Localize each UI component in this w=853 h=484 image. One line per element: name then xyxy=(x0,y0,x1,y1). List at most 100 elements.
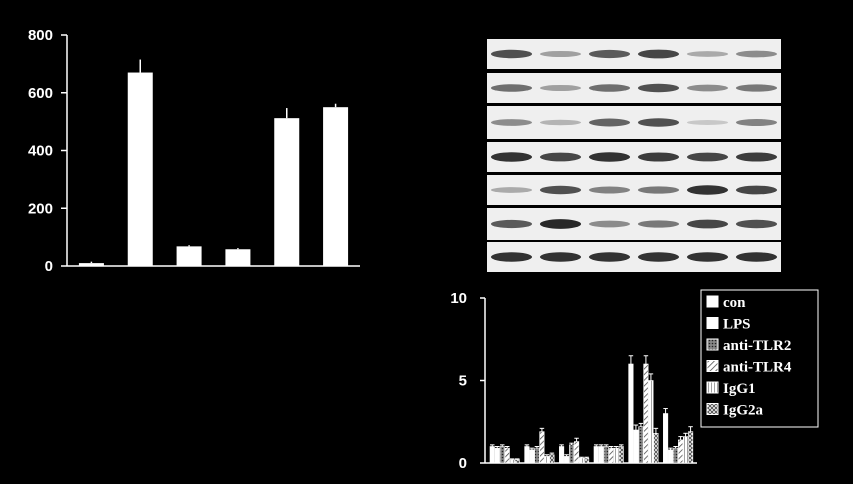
bar-anti-TLR2 xyxy=(638,426,644,464)
legend-label: IgG2a xyxy=(723,403,764,419)
bar-anti-TLR2 xyxy=(673,447,679,464)
legend-swatch xyxy=(706,317,719,329)
grouped-bar-chart: 0 5 10 xyxy=(450,290,697,472)
bar-anti-TLR2 xyxy=(569,444,575,464)
blot-band xyxy=(637,252,680,262)
bar xyxy=(323,107,349,266)
blot-band xyxy=(735,185,778,195)
blot-band xyxy=(490,152,533,162)
bar-IgG1 xyxy=(683,436,689,464)
legend-swatch xyxy=(706,295,719,308)
blot-band xyxy=(637,152,680,162)
bar-IgG2a xyxy=(549,454,555,464)
bar-IgG1 xyxy=(648,380,654,464)
blot-band xyxy=(539,185,582,195)
y-tick-label: 200 xyxy=(28,200,53,217)
bar-anti-TLR4 xyxy=(608,447,614,464)
bar-anti-TLR2 xyxy=(603,446,609,464)
bar xyxy=(78,263,104,266)
bar-IgG2a xyxy=(584,457,590,464)
legend-box xyxy=(700,289,819,428)
bar-anti-TLR4 xyxy=(678,439,684,464)
legend-swatch xyxy=(706,338,719,351)
bar-LPS xyxy=(633,429,639,464)
legend-label: con xyxy=(723,295,746,311)
blot-band xyxy=(490,49,533,59)
bar-IgG1 xyxy=(544,456,550,464)
bar xyxy=(225,249,251,266)
legend-swatch xyxy=(706,360,719,372)
bar-con xyxy=(663,413,669,464)
bar-IgG1 xyxy=(509,459,515,464)
blot-band xyxy=(490,252,533,262)
bar-con xyxy=(628,363,634,464)
blot-band xyxy=(686,120,729,125)
blot-strip xyxy=(487,208,781,240)
bar xyxy=(176,246,202,266)
bar-anti-TLR4 xyxy=(574,441,580,464)
blot-band xyxy=(637,220,680,228)
blot-band xyxy=(588,84,631,92)
y-tick-label: 800 xyxy=(28,27,53,44)
bar-con xyxy=(559,446,565,464)
western-blot-panel xyxy=(487,39,781,272)
y-tick-label: 10 xyxy=(450,290,467,307)
blot-band xyxy=(490,119,533,126)
blot-band xyxy=(735,152,778,162)
blot-strip xyxy=(487,175,781,205)
blot-band xyxy=(686,185,729,195)
blot-band xyxy=(735,219,778,229)
blot-band xyxy=(686,219,729,229)
blot-band xyxy=(735,119,778,126)
bar-IgG2a xyxy=(618,446,624,464)
blot-strip xyxy=(487,73,781,103)
blot-band xyxy=(539,50,582,58)
blot-band xyxy=(588,220,631,228)
blot-band xyxy=(588,118,631,127)
blot-band xyxy=(686,84,729,92)
blot-band xyxy=(588,252,631,262)
blot-band xyxy=(735,84,778,92)
legend-swatch xyxy=(706,403,719,415)
legend-label: LPS xyxy=(723,317,751,333)
bar-anti-TLR4 xyxy=(539,431,545,464)
blot-band xyxy=(735,252,778,262)
bar-anti-TLR2 xyxy=(499,446,505,464)
bar-con xyxy=(593,446,599,464)
blot-band xyxy=(490,219,533,229)
bar-anti-TLR2 xyxy=(534,447,540,464)
blot-band xyxy=(588,152,631,162)
blot-band xyxy=(490,84,533,92)
bar-con xyxy=(489,446,495,464)
bar-anti-TLR4 xyxy=(643,363,649,464)
blot-band xyxy=(686,252,729,262)
y-tick-label: 0 xyxy=(45,258,53,275)
blot-strip xyxy=(487,242,781,272)
blot-band xyxy=(637,118,680,127)
blot-band xyxy=(539,252,582,262)
blot-band xyxy=(637,186,680,194)
bar-IgG2a xyxy=(514,459,520,464)
blot-band xyxy=(539,119,582,126)
blot-band xyxy=(637,49,680,59)
y-tick-label: 600 xyxy=(28,85,53,102)
bar-LPS xyxy=(668,449,674,464)
blot-strip xyxy=(487,39,781,69)
legend-label: anti-TLR2 xyxy=(723,338,791,354)
blot-strip xyxy=(487,106,781,139)
blot-band xyxy=(637,83,680,93)
legend-label: IgG1 xyxy=(723,381,756,397)
bar-LPS xyxy=(494,447,500,464)
bar-LPS xyxy=(564,456,570,464)
blot-band xyxy=(686,152,729,162)
bar xyxy=(274,118,300,266)
bar-LPS xyxy=(529,449,535,464)
blot-band xyxy=(588,49,631,59)
blot-strip xyxy=(487,142,781,172)
blot-band xyxy=(539,84,582,92)
bar-IgG2a xyxy=(653,432,659,464)
blot-band xyxy=(490,187,533,193)
blot-band xyxy=(735,50,778,58)
blot-band xyxy=(588,186,631,194)
